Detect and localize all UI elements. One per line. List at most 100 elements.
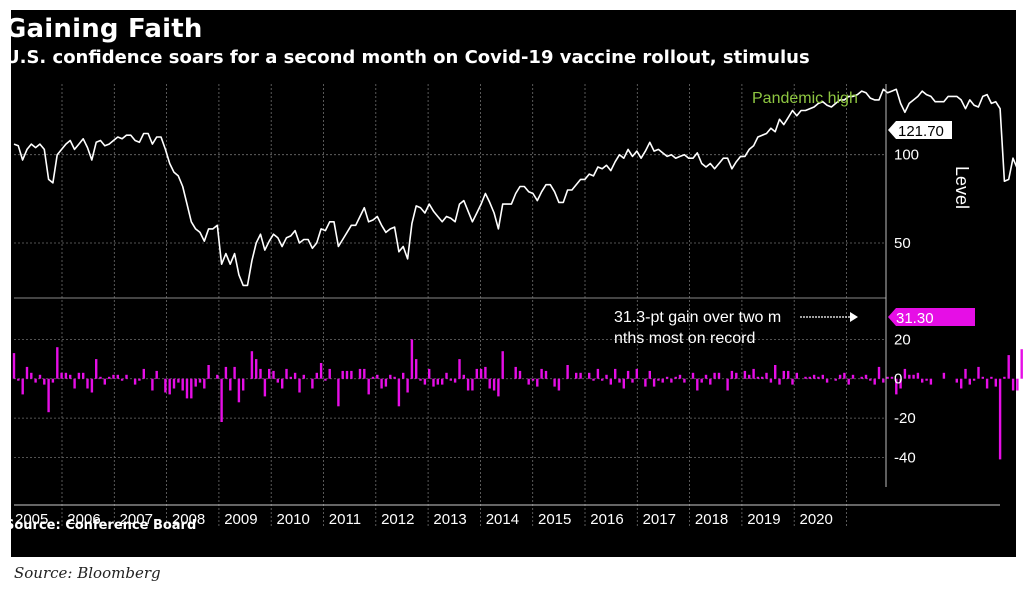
bar [596, 368, 600, 379]
bar [704, 374, 708, 379]
bar [190, 378, 193, 399]
bar [514, 366, 517, 379]
bar [272, 370, 275, 379]
bar [315, 372, 318, 379]
bar [652, 378, 656, 387]
bar [700, 378, 703, 383]
bar [825, 378, 829, 383]
bar [1016, 378, 1019, 391]
bar [795, 372, 798, 379]
bar [69, 374, 72, 379]
bar [1003, 376, 1006, 379]
bar [142, 368, 145, 379]
bar [484, 366, 487, 379]
year-label: 2018 [695, 511, 728, 528]
bar-tick-label: 0 [894, 371, 902, 388]
bar [198, 378, 202, 383]
bar [60, 372, 63, 379]
bar [259, 368, 262, 379]
bar-tick-label: -40 [894, 449, 916, 466]
bar [125, 374, 128, 379]
bar [229, 378, 232, 391]
bar-last-value: 31.30 [896, 310, 934, 327]
bar [207, 365, 210, 379]
year-label: 2012 [381, 511, 414, 528]
bar [765, 372, 768, 379]
bar [743, 370, 747, 379]
bar [285, 368, 288, 379]
bar [1020, 349, 1023, 379]
bar [631, 378, 634, 383]
bar [263, 378, 267, 397]
chart-subtitle: U.S. confidence soars for a second month… [5, 47, 810, 68]
bar [423, 378, 427, 385]
bar [428, 368, 431, 379]
bar [592, 378, 595, 381]
bar [609, 378, 612, 385]
bar [133, 378, 137, 385]
year-label: 2008 [172, 511, 205, 528]
bar [358, 368, 362, 379]
line-last-value-tag [888, 121, 952, 139]
bar [436, 378, 439, 385]
bar [34, 378, 37, 383]
line-tick-label: 100 [894, 147, 919, 164]
bar [155, 370, 158, 379]
bar [177, 378, 180, 383]
bar [709, 378, 712, 385]
bar [635, 368, 638, 379]
bar [172, 378, 176, 389]
bar [302, 374, 305, 379]
bar [216, 374, 219, 379]
bar [21, 378, 24, 395]
bar [977, 366, 980, 379]
bar [756, 376, 760, 379]
bar [64, 372, 68, 379]
chart-title: Gaining Faith [5, 14, 203, 44]
bar [730, 370, 734, 379]
year-label: 2005 [15, 511, 48, 528]
bar [337, 378, 340, 407]
bar [194, 378, 197, 387]
line-axis-label: Level [952, 166, 972, 209]
bar [925, 378, 928, 381]
bar [994, 378, 997, 387]
bar [276, 378, 279, 383]
bar [678, 374, 682, 379]
bar [899, 378, 902, 389]
bar [501, 351, 504, 379]
bar [112, 374, 115, 379]
bar [886, 376, 889, 379]
bar [462, 374, 465, 379]
year-label: 2019 [747, 511, 780, 528]
bar [99, 376, 102, 379]
bar [441, 378, 444, 385]
bar [787, 370, 790, 379]
bar [242, 378, 245, 391]
bar [1007, 355, 1010, 379]
confidence-line [13, 88, 1026, 287]
bar [164, 378, 167, 393]
bar [345, 370, 349, 379]
bar [51, 378, 55, 383]
bar [869, 378, 872, 381]
bar [151, 378, 154, 391]
bar [466, 378, 470, 391]
bar [981, 376, 984, 379]
bar [380, 378, 383, 389]
bar [402, 372, 405, 379]
bar [30, 372, 33, 379]
bar [691, 372, 695, 379]
bar [103, 378, 106, 385]
bar [748, 374, 751, 379]
page-source: Source: Bloomberg [14, 564, 161, 582]
bar [817, 376, 820, 379]
chart-axes [14, 84, 1000, 506]
bar [614, 368, 617, 379]
bar [942, 372, 946, 379]
bar [960, 378, 963, 389]
year-label: 2011 [329, 511, 361, 528]
bar [95, 359, 98, 379]
bar [544, 370, 548, 379]
